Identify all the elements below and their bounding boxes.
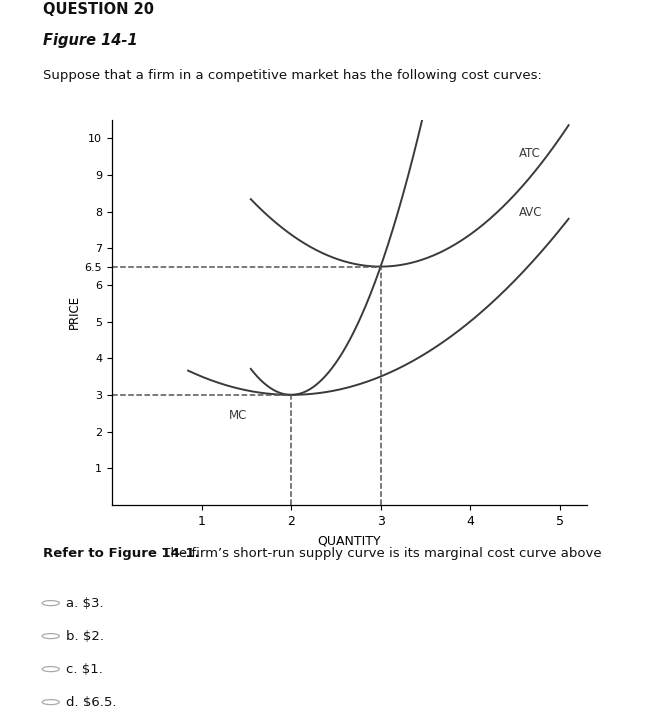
Text: a. $3.: a. $3. <box>66 597 103 609</box>
Text: Suppose that a firm in a competitive market has the following cost curves:: Suppose that a firm in a competitive mar… <box>43 68 542 82</box>
Text: MC: MC <box>229 409 246 422</box>
Text: Figure 14-1: Figure 14-1 <box>43 33 138 48</box>
Text: Refer to Figure 14-1.: Refer to Figure 14-1. <box>43 546 200 560</box>
Text: c. $1.: c. $1. <box>66 663 103 676</box>
Text: b. $2.: b. $2. <box>66 630 104 642</box>
Text: d. $6.5.: d. $6.5. <box>66 695 117 706</box>
Text: ATC: ATC <box>519 148 541 160</box>
Text: The firm’s short-run supply curve is its marginal cost curve above: The firm’s short-run supply curve is its… <box>158 546 602 560</box>
X-axis label: QUANTITY: QUANTITY <box>318 534 381 547</box>
Text: AVC: AVC <box>519 206 543 219</box>
Text: QUESTION 20: QUESTION 20 <box>43 2 154 17</box>
Y-axis label: PRICE: PRICE <box>67 295 80 330</box>
